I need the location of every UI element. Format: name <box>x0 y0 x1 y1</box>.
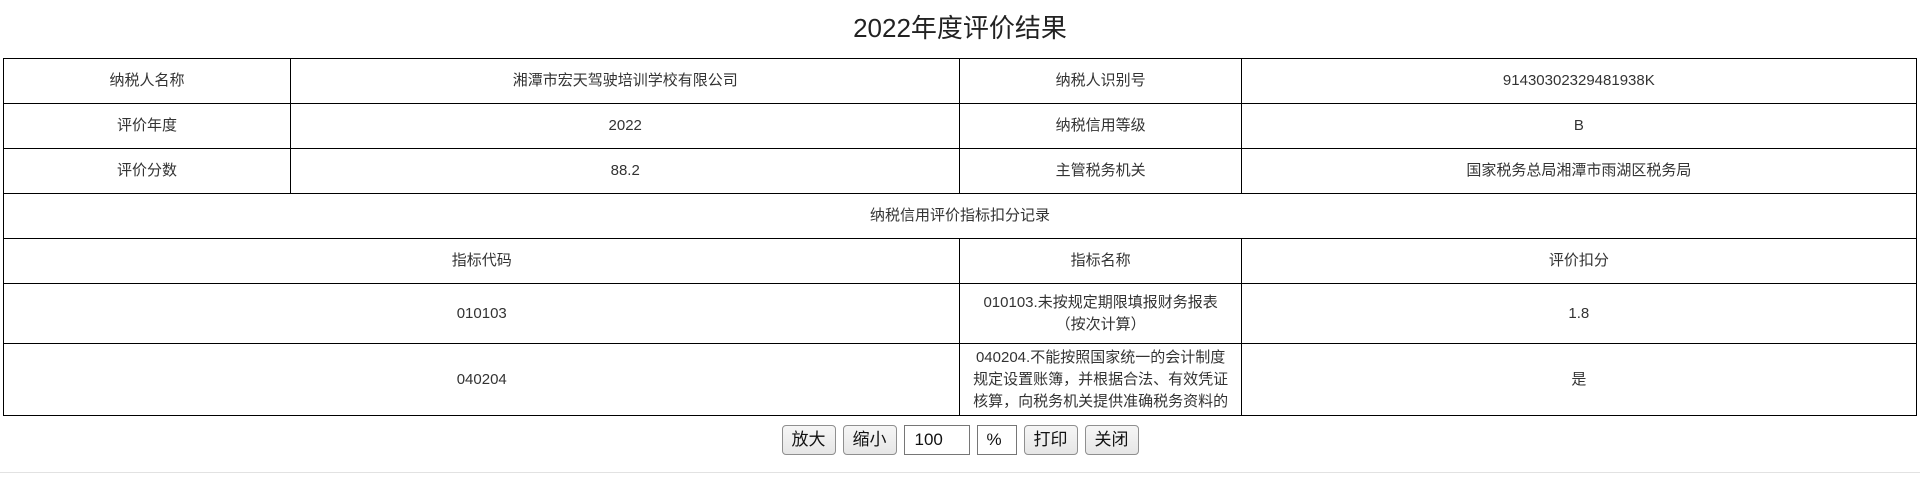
print-toolbar: 放大 缩小 % 打印 关闭 <box>0 425 1920 456</box>
zoom-percent-input[interactable] <box>903 425 970 456</box>
eval-year-value: 2022 <box>289 103 961 149</box>
page-bottom-divider <box>0 472 1920 474</box>
table-row-detail-1: 010103 010103.未按规定期限填报财务报表（按次计算） 1.8 <box>2 283 1918 344</box>
indicator-name-header: 指标名称 <box>959 238 1242 284</box>
page-title: 2022年度评价结果 <box>853 13 1067 43</box>
eval-score-value: 88.2 <box>289 148 961 194</box>
indicator-code-header: 指标代码 <box>2 238 961 284</box>
taxpayer-id-label: 纳税人识别号 <box>959 58 1242 104</box>
deduction-value: 1.8 <box>1240 283 1918 344</box>
table-row-section-title: 纳税信用评价指标扣分记录 <box>3 193 1917 239</box>
indicator-name-value: 040204.不能按照国家统一的会计制度规定设置账簿，并根据合法、有效凭证核算，… <box>959 342 1242 417</box>
credit-grade-value: B <box>1240 103 1918 149</box>
taxpayer-id-value: 91430302329481938K <box>1240 58 1918 104</box>
zoom-out-button[interactable]: 缩小 <box>842 425 897 456</box>
eval-year-label: 评价年度 <box>3 103 291 149</box>
table-row-score-authority: 评价分数 88.2 主管税务机关 国家税务总局湘潭市雨湖区税务局 <box>3 148 1918 194</box>
eval-score-label: 评价分数 <box>3 148 291 194</box>
deduction-value: 是 <box>1240 342 1918 417</box>
credit-grade-label: 纳税信用等级 <box>959 103 1242 149</box>
taxpayer-name-label: 纳税人名称 <box>3 58 291 104</box>
taxpayer-name-value: 湘潭市宏天驾驶培训学校有限公司 <box>289 58 961 104</box>
table-row-detail-2: 040204 040204.不能按照国家统一的会计制度规定设置账簿，并根据合法、… <box>2 342 1918 417</box>
evaluation-result-table: 纳税人名称 湘潭市宏天驾驶培训学校有限公司 纳税人识别号 91430302329… <box>2 58 1918 417</box>
indicator-name-value: 010103.未按规定期限填报财务报表（按次计算） <box>959 283 1242 344</box>
tax-authority-value: 国家税务总局湘潭市雨湖区税务局 <box>1240 148 1918 194</box>
table-row-year-grade: 评价年度 2022 纳税信用等级 B <box>3 103 1918 149</box>
indicator-code-value: 040204 <box>2 342 961 417</box>
table-row-detail-header: 指标代码 指标名称 评价扣分 <box>2 238 1918 284</box>
percent-unit-box: % <box>976 425 1017 456</box>
deduction-section-title: 纳税信用评价指标扣分记录 <box>3 193 1917 239</box>
tax-authority-label: 主管税务机关 <box>959 148 1242 194</box>
table-row-taxpayer: 纳税人名称 湘潭市宏天驾驶培训学校有限公司 纳税人识别号 91430302329… <box>3 58 1918 104</box>
indicator-code-value: 010103 <box>2 283 961 344</box>
print-button[interactable]: 打印 <box>1023 425 1078 456</box>
deduction-header: 评价扣分 <box>1240 238 1918 284</box>
close-button[interactable]: 关闭 <box>1084 425 1139 456</box>
zoom-in-button[interactable]: 放大 <box>781 425 836 456</box>
